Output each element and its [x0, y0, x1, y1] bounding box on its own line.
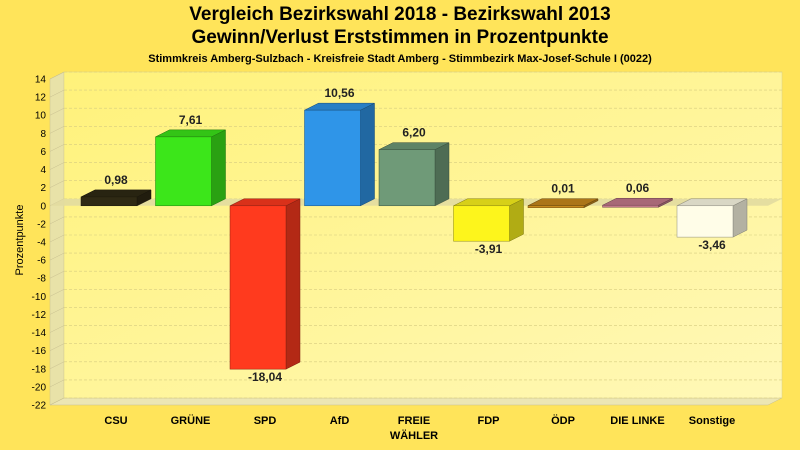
bar	[527, 205, 585, 208]
chart-caption: Stimmkreis Amberg-Sulzbach - Kreisfreie …	[148, 53, 652, 65]
bar	[304, 109, 361, 207]
gridlines	[49, 71, 782, 406]
bar	[453, 205, 510, 242]
y-axis-ticks: 14 12 10 8 6 4 2 0 -2 -4 -6 -8 -10 -12 -14 -16 -18 -20 -22	[32, 75, 47, 412]
x-axis-labels: CSU GRÜNE SPD AfD FREIE WÄHLER FDP ÖDP DIE LINKE…	[104, 414, 735, 442]
y-tick-label: 14	[35, 75, 47, 86]
x-category-label: FREIE	[398, 415, 430, 427]
chart-subtitle: Gewinn/Verlust Erststimmen in Prozentpun…	[191, 27, 609, 48]
gridline-wall	[49, 343, 65, 351]
y-tick-label: -14	[32, 328, 47, 339]
value-label: 7,61	[179, 113, 203, 127]
y-tick-label: -12	[32, 310, 47, 321]
chart-title: Vergleich Bezirkswahl 2018 - Bezirkswahl…	[189, 4, 611, 25]
y-tick-label: -4	[37, 238, 46, 249]
x-category-label: GRÜNE	[171, 414, 211, 427]
y-tick-label: 12	[35, 93, 47, 104]
y-axis-label: Prozentpunkte	[14, 205, 26, 276]
gridline-wall	[49, 307, 65, 315]
gridline-wall	[49, 216, 65, 225]
y-tick-label: 10	[35, 111, 47, 122]
y-tick-label: 0	[40, 201, 46, 212]
bar	[80, 196, 138, 207]
y-tick-label: -20	[32, 382, 47, 393]
x-category-label: DIE LINKE	[610, 415, 664, 427]
bar	[229, 205, 287, 370]
y-tick-label: -6	[37, 256, 46, 267]
x-category-label: AfD	[330, 415, 350, 427]
gridline-wall	[49, 397, 65, 406]
bar	[155, 136, 212, 207]
value-label: 0,98	[104, 173, 128, 187]
y-tick-label: -10	[32, 292, 47, 303]
value-label: -3,91	[475, 242, 503, 256]
gridline-wall	[49, 89, 65, 98]
x-category-label: FDP	[478, 415, 500, 427]
x-category-label-line2: WÄHLER	[390, 429, 438, 442]
y-tick-label: -2	[37, 219, 46, 230]
bar-side	[434, 142, 450, 207]
bars	[80, 102, 748, 370]
y-tick-label: -16	[32, 346, 47, 357]
y-tick-label: 4	[40, 165, 46, 176]
x-category-label: Sonstige	[689, 415, 735, 427]
gridline-wall	[49, 270, 65, 279]
value-label: 6,20	[402, 126, 426, 140]
gridline-wall	[49, 126, 65, 134]
bar-side	[509, 198, 524, 242]
plot-background	[63, 71, 783, 399]
gridline-wall	[49, 144, 65, 152]
gridline-wall	[49, 180, 65, 188]
value-label: 0,01	[551, 182, 575, 196]
gridline-wall	[49, 289, 65, 297]
bar	[602, 204, 659, 208]
bar-side	[285, 198, 301, 370]
y-tick-label: -22	[32, 401, 47, 412]
bar	[378, 149, 436, 207]
value-label: -3,46	[698, 238, 726, 252]
y-tick-label: 6	[40, 147, 46, 158]
x-category-label: ÖDP	[551, 414, 575, 427]
y-tick-label: -8	[37, 274, 46, 285]
gridline-wall	[49, 325, 65, 333]
gridline-wall	[49, 162, 65, 170]
gridline-wall	[49, 252, 65, 261]
value-label: 10,56	[324, 86, 354, 100]
bar-side	[360, 102, 375, 207]
gridline-wall	[49, 361, 65, 370]
gridline-wall	[49, 71, 65, 80]
y-tick-label: -18	[32, 364, 47, 375]
gridline-wall	[49, 107, 65, 116]
x-category-label: SPD	[254, 415, 277, 427]
gridline-wall	[49, 379, 65, 388]
floor	[49, 397, 783, 406]
bar	[676, 205, 734, 238]
x-category-label: CSU	[104, 415, 127, 427]
y-tick-label: 8	[40, 129, 46, 140]
y-tick-label: 2	[40, 183, 46, 194]
value-label: 0,06	[626, 181, 650, 195]
gridline-wall	[49, 234, 65, 243]
bar-side	[211, 129, 226, 207]
value-label: -18,04	[248, 370, 282, 384]
value-labels: 0,98 7,61 -18,04 10,56 6,20 -3,91 0,01 0,06 -3,4…	[104, 86, 726, 384]
